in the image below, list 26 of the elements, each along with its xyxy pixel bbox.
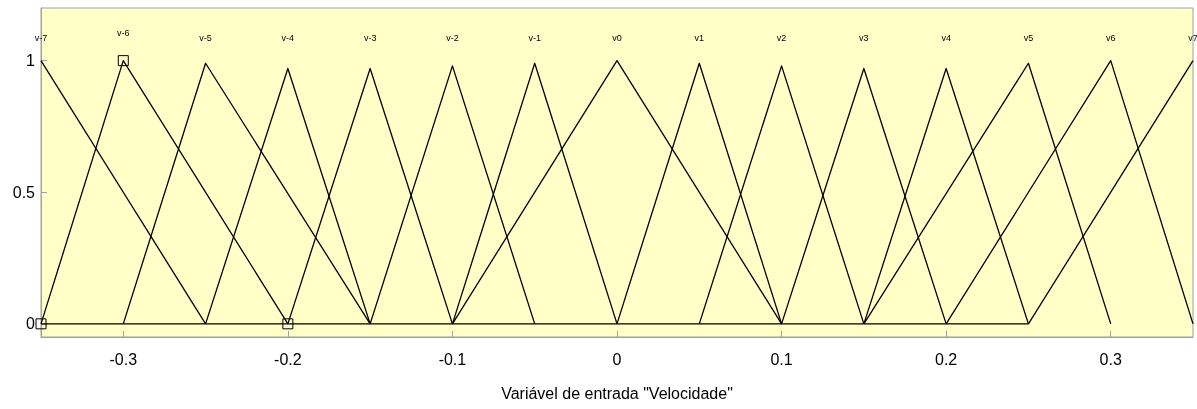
text: v5 xyxy=(1023,33,1034,44)
y-tick-label: 0.5 xyxy=(12,183,36,201)
text: v3 xyxy=(859,33,869,44)
x-tick-label: 0.2 xyxy=(935,350,958,368)
y-tick-label: 1 xyxy=(26,52,36,70)
y-tick-label: 0 xyxy=(26,315,36,333)
text: v-6 xyxy=(117,27,130,38)
text: v-4 xyxy=(281,33,295,44)
text: v6 xyxy=(1105,33,1116,44)
x-tick-label: -0.1 xyxy=(438,350,467,368)
x-tick-label: 0.1 xyxy=(770,350,793,368)
text: v2 xyxy=(776,33,787,44)
text: v-3 xyxy=(363,33,377,44)
text: v-5 xyxy=(199,33,212,44)
text: v-1 xyxy=(528,33,541,44)
text: v-2 xyxy=(446,33,459,44)
text: v0 xyxy=(612,33,622,44)
x-tick-label: 0.3 xyxy=(1099,350,1122,368)
text: v-7 xyxy=(34,33,48,44)
text: v4 xyxy=(941,33,951,44)
x-axis-title: Variável de entrada "Velocidade" xyxy=(501,384,733,402)
x-tick-label: 0 xyxy=(612,350,622,368)
x-tick-label: -0.2 xyxy=(274,350,302,368)
text: v1 xyxy=(694,33,705,44)
x-tick-label: -0.3 xyxy=(109,350,138,368)
text: v7 xyxy=(1188,33,1197,44)
